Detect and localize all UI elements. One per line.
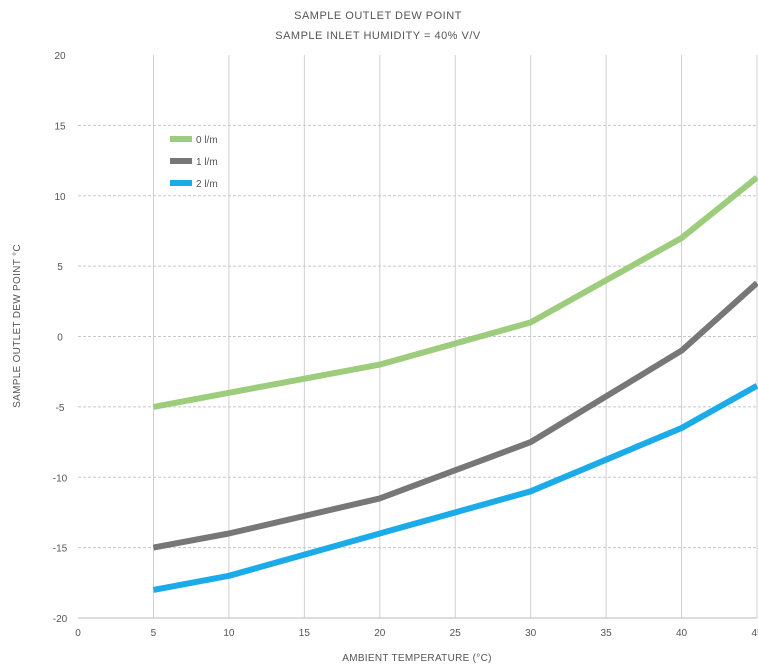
- x-tick-label: 10: [223, 628, 235, 639]
- series-lines: [152, 175, 758, 593]
- grid: [78, 55, 758, 619]
- x-axis-title: AMBIENT TEMPERATURE (°C): [342, 653, 492, 664]
- x-tick-label: 25: [450, 628, 462, 639]
- x-tick-label: 45: [751, 628, 758, 639]
- y-axis-title: SAMPLE OUTLET DEW POINT °C: [12, 244, 23, 408]
- y-tick-label: -20: [53, 614, 68, 625]
- legend-label: 1 l/m: [196, 157, 218, 168]
- x-tick-label: 30: [525, 628, 537, 639]
- x-tick-label: 15: [299, 628, 311, 639]
- legend-label: 0 l/m: [196, 135, 218, 146]
- x-tick-label: 20: [374, 628, 386, 639]
- x-tick-label: 40: [676, 628, 688, 639]
- series-line-0: [152, 175, 758, 410]
- series-line-2: [152, 383, 758, 593]
- series-line-1: [152, 280, 758, 551]
- tick-labels: 0 5 10 15 20 25 30 35 40 45 20 15 10 5 0 -5 -10 -15 -20: [53, 51, 758, 639]
- chart-subtitle: SAMPLE INLET HUMIDITY = 40% V/V: [275, 30, 481, 42]
- chart-title: SAMPLE OUTLET DEW POINT: [294, 10, 462, 22]
- y-tick-label: 0: [57, 333, 63, 344]
- y-tick-label: -15: [53, 544, 68, 555]
- y-tick-label: 5: [57, 262, 63, 273]
- y-tick-label: -10: [53, 473, 68, 484]
- legend: 0 l/m 1 l/m 2 l/m: [170, 135, 218, 190]
- y-tick-label: 10: [54, 192, 66, 203]
- x-tick-label: 0: [75, 628, 81, 639]
- y-tick-label: -5: [56, 403, 65, 414]
- y-tick-label: 15: [54, 121, 66, 132]
- y-tick-label: 20: [54, 51, 66, 62]
- legend-label: 2 l/m: [196, 179, 218, 190]
- x-tick-label: 5: [151, 628, 157, 639]
- x-tick-label: 35: [601, 628, 613, 639]
